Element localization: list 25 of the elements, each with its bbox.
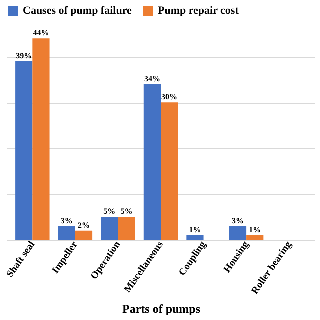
bar (186, 235, 204, 240)
legend-label: Pump repair cost (158, 5, 240, 17)
data-label: 44% (33, 28, 50, 38)
bar (101, 217, 118, 240)
data-label: 5% (120, 207, 133, 216)
bar (161, 102, 178, 240)
data-label: 1% (249, 225, 262, 234)
data-label: 5% (104, 207, 116, 216)
bar (246, 235, 264, 240)
data-label: 1% (189, 225, 202, 234)
data-label: 34% (144, 74, 160, 84)
data-label: 3% (232, 216, 244, 226)
bar (75, 230, 93, 240)
bar (118, 217, 136, 240)
data-label: 2% (78, 220, 90, 230)
bar (229, 226, 247, 240)
bar (32, 38, 50, 240)
data-label: 39% (16, 51, 32, 60)
data-label: 30% (162, 92, 178, 102)
x-axis-title: Parts of pumps (122, 302, 201, 316)
bar (58, 226, 76, 240)
data-label: 3% (60, 216, 73, 226)
bar (144, 84, 161, 240)
bar (16, 61, 33, 240)
legend-label: Causes of pump failure (23, 5, 132, 17)
